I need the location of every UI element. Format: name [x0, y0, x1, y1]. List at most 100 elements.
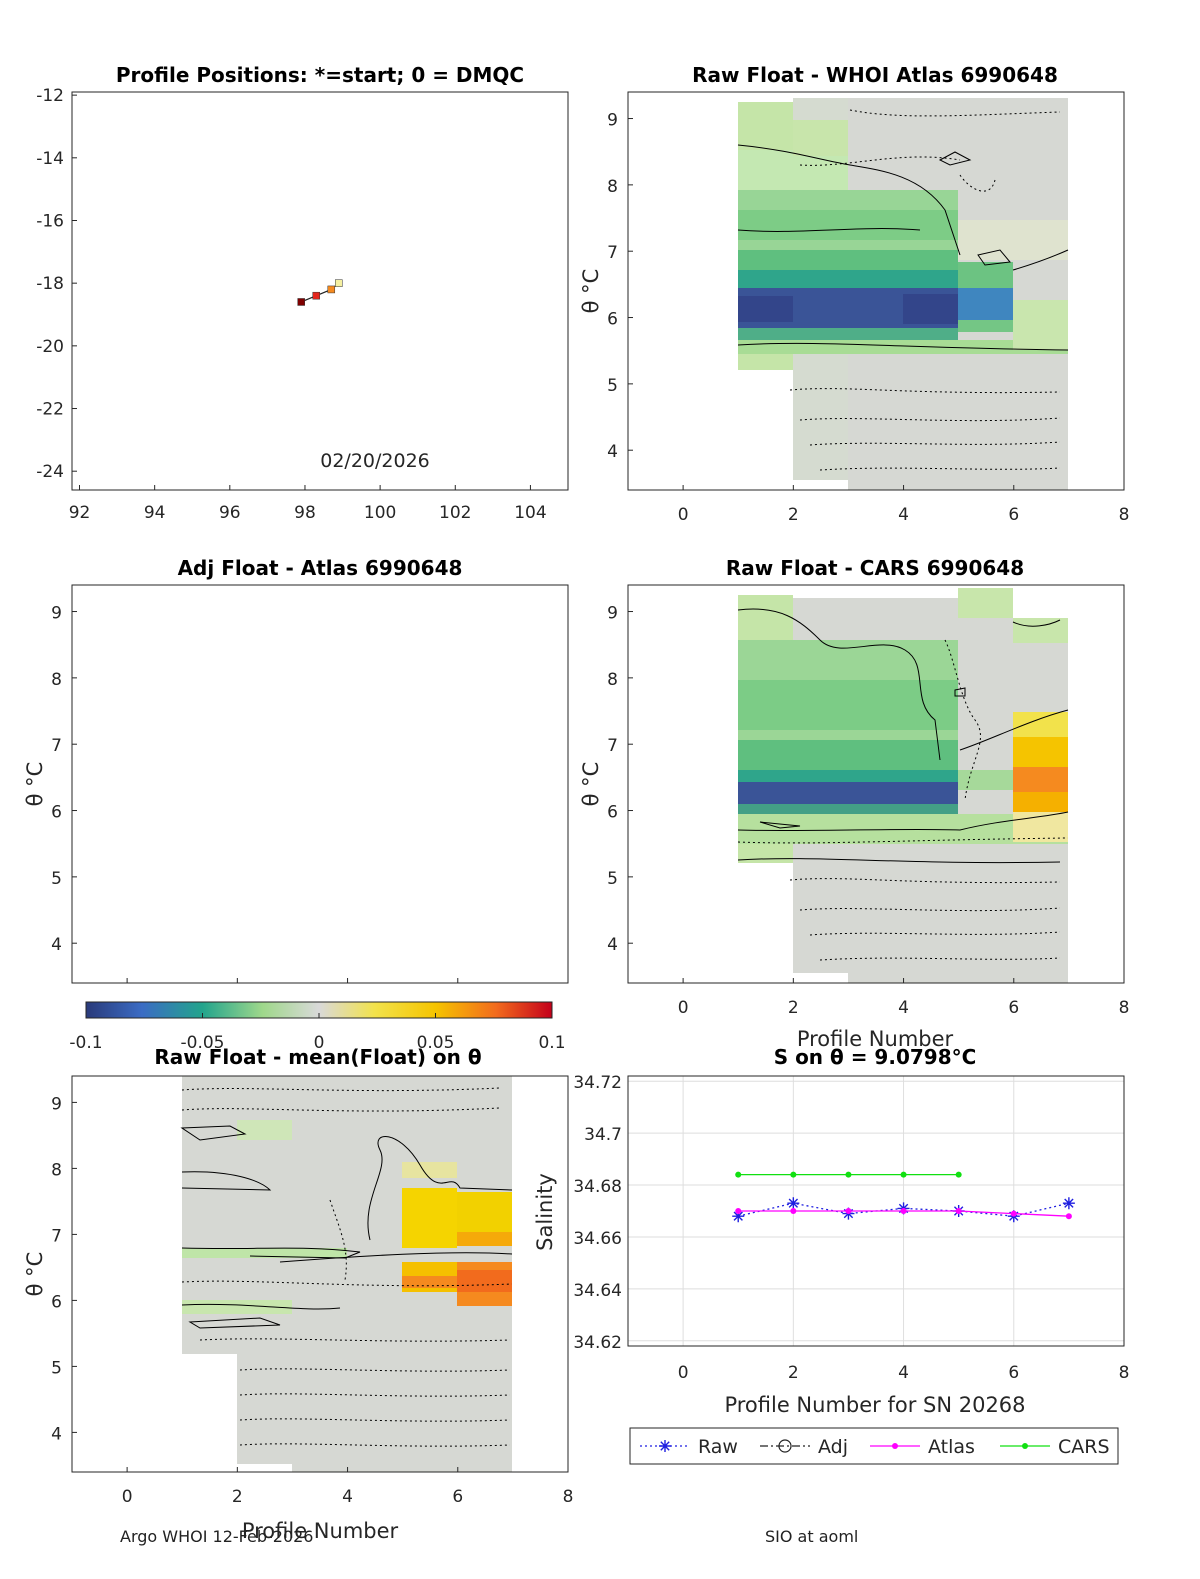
adj-ytick-label: 4 — [51, 935, 62, 955]
salinity-ticks: 0 2 4 6 8 34.72 34.7 34.68 34.66 34.64 34.62 — [573, 1073, 1129, 1383]
cars-xtick-label: 6 — [1008, 998, 1019, 1018]
colorbar-ticks: -0.1 -0.05 0 0.05 0.1 — [69, 1013, 566, 1053]
series-atlas-point — [955, 1208, 962, 1214]
whoi-xtick-label: 4 — [898, 505, 909, 525]
legend-atlas-label: Atlas — [928, 1436, 975, 1458]
map-ytick-label: -16 — [36, 211, 64, 231]
colorbar-tick-label: 0.1 — [538, 1033, 565, 1053]
map-profile-marker — [327, 285, 336, 294]
map-yticks: -12 -14 -16 -18 -20 -22 -24 — [36, 86, 77, 482]
whoi-contours — [737, 109, 1069, 471]
series-atlas-point — [1010, 1210, 1017, 1217]
adj-ytick-label: 6 — [51, 803, 62, 823]
cars-axes — [627, 584, 1125, 984]
mean-xtick-label: 8 — [563, 1487, 574, 1507]
cars-xlabel: Profile Number — [797, 1027, 954, 1051]
salinity-xtick-label: 0 — [678, 1363, 689, 1383]
colorbar-tick-label: -0.1 — [69, 1033, 102, 1053]
cars-ytick-label: 4 — [607, 935, 618, 955]
map-xtick-label: 104 — [514, 503, 546, 523]
mean-xtick-label: 2 — [232, 1487, 243, 1507]
mean-title: Raw Float - mean(Float) on θ — [154, 1045, 481, 1069]
colorbar-tick-label: 0 — [314, 1033, 325, 1053]
mean-xlabel: Profile Number — [242, 1519, 399, 1543]
adj-ticks: 9 8 7 6 5 4 — [51, 604, 569, 983]
mean-xtick-label: 4 — [342, 1487, 353, 1507]
mean-heatmap — [182, 1076, 512, 1472]
cars-contours — [737, 608, 1069, 961]
legend-adj-label: Adj — [818, 1436, 848, 1458]
salinity-ytick-label: 34.72 — [573, 1073, 622, 1093]
salinity-ytick-label: 34.68 — [573, 1177, 622, 1197]
legend-cars-marker — [1022, 1443, 1028, 1449]
map-track-line — [300, 282, 340, 303]
footer-right: SIO at aoml — [765, 1527, 859, 1546]
mean-panel: Raw Float - mean(Float) on θ — [23, 1045, 573, 1543]
legend-cars-label: CARS — [1058, 1436, 1110, 1458]
colorbar-tick-label: -0.05 — [181, 1033, 225, 1053]
map-ytick-label: -14 — [36, 149, 64, 169]
salinity-axes — [627, 1075, 1125, 1347]
whoi-ytick-label: 7 — [607, 243, 618, 263]
cars-ylabel: θ °C — [579, 762, 603, 807]
map-title: Profile Positions: *=start; 0 = DMQC — [116, 63, 524, 87]
mean-ytick-label: 6 — [51, 1292, 62, 1312]
series-raw-point — [787, 1197, 800, 1210]
mean-ticks: 0 2 4 6 8 9 8 7 6 5 4 — [51, 1094, 573, 1507]
salinity-xtick-label: 6 — [1008, 1363, 1019, 1383]
colorbar-tick-label: 0.05 — [417, 1033, 455, 1053]
cars-xtick-label: 0 — [678, 998, 689, 1018]
map-xtick-label: 94 — [144, 503, 166, 523]
salinity-title: S on θ = 9.0798°C — [774, 1045, 977, 1069]
series-cars-point — [900, 1171, 907, 1178]
footer-left: Argo WHOI 12-Feb-2026 — [120, 1527, 314, 1546]
series-atlas-point — [735, 1208, 742, 1214]
whoi-xtick-label: 6 — [1008, 505, 1019, 525]
adj-ylabel: θ °C — [23, 762, 47, 807]
whoi-ytick-label: 5 — [607, 376, 618, 396]
cars-ytick-label: 9 — [607, 604, 618, 624]
cars-heatmap — [738, 588, 1068, 983]
whoi-ytick-label: 9 — [607, 111, 618, 131]
map-ytick-label: -24 — [36, 462, 64, 482]
whoi-ytick-label: 6 — [607, 310, 618, 330]
legend-atlas-marker — [892, 1443, 898, 1449]
whoi-panel: Raw Float - WHOI Atlas 6990648 — [579, 63, 1129, 525]
adj-ytick-label: 7 — [51, 736, 62, 756]
series-atlas-point — [1065, 1213, 1072, 1220]
mean-contours — [180, 1087, 513, 1447]
series-atlas-point — [900, 1208, 907, 1214]
map-date: 02/20/2026 — [320, 450, 430, 472]
adj-title: Adj Float - Atlas 6990648 — [178, 556, 463, 580]
adj-ytick-label: 5 — [51, 869, 62, 889]
map-xtick-label: 92 — [69, 503, 91, 523]
cars-panel: Raw Float - CARS 6990648 — [579, 556, 1129, 1051]
mean-xtick-label: 6 — [452, 1487, 463, 1507]
map-ytick-label: -20 — [36, 337, 64, 357]
salinity-xlabel: Profile Number for SN 20268 — [724, 1393, 1025, 1417]
cars-ticks: 0 2 4 6 8 9 8 7 6 5 4 — [607, 604, 1129, 1018]
cars-xtick-label: 2 — [788, 998, 799, 1018]
mean-ytick-label: 5 — [51, 1358, 62, 1378]
map-ytick-label: -18 — [36, 274, 64, 294]
salinity-xtick-label: 2 — [788, 1363, 799, 1383]
map-xtick-label: 98 — [294, 503, 316, 523]
salinity-xtick-label: 8 — [1119, 1363, 1130, 1383]
cars-ytick-label: 6 — [607, 803, 618, 823]
legend-adj-marker — [778, 1439, 792, 1453]
map-ytick-label: -12 — [36, 86, 64, 106]
salinity-ytick-label: 34.62 — [573, 1333, 622, 1353]
colorbar: -0.1 -0.05 0 0.05 0.1 — [69, 1001, 566, 1053]
cars-xtick-label: 4 — [898, 998, 909, 1018]
series-cars-point — [790, 1171, 797, 1178]
cars-ytick-label: 8 — [607, 670, 618, 690]
map-panel: Profile Positions: *=start; 0 = DMQC 92 9… — [36, 63, 569, 523]
salinity-ytick-label: 34.7 — [584, 1125, 622, 1145]
salinity-ylabel: Salinity — [533, 1173, 557, 1251]
map-profile-marker — [335, 279, 343, 287]
whoi-xtick-label: 8 — [1119, 505, 1130, 525]
cars-ytick-label: 5 — [607, 869, 618, 889]
salinity-series — [732, 1171, 1075, 1223]
map-ytick-label: -22 — [36, 400, 64, 420]
